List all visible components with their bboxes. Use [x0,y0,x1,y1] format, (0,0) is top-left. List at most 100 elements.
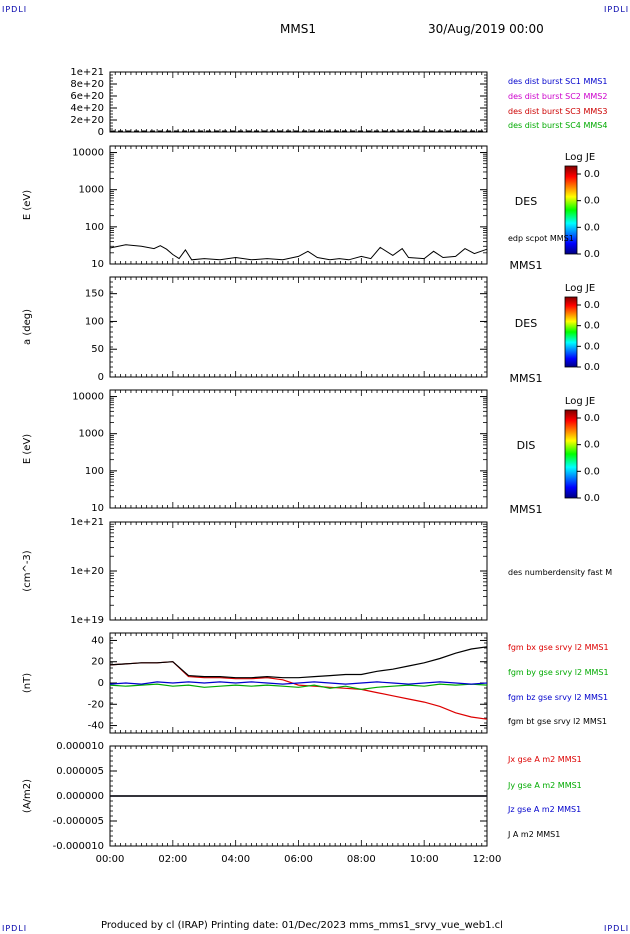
y-tick-label: 100 [85,466,104,477]
y-tick-label: 8e+20 [70,79,104,90]
legend-entry: fgm by gse srvy l2 MMS1 [508,668,609,677]
corner-label-top-right: IPDLI [604,5,630,14]
y-tick-label: 0.000010 [56,741,104,752]
panel-2 [109,145,581,265]
colorbar-tick-label: 0.0 [584,493,600,504]
legend-entry: Jy gse A m2 MMS1 [507,781,582,790]
y-tick-label: 0.000005 [56,766,104,777]
instrument-label: DIS [517,439,536,452]
spacecraft-label: MMS1 [510,372,543,385]
instrument-label: DES [515,195,537,208]
y-tick-label: -0.000005 [53,816,104,827]
colorbar-tick-label: 0.0 [584,169,600,180]
x-tick-label: 00:00 [96,854,125,865]
legend-entry: J A m2 MMS1 [507,830,560,839]
footer-text: Produced by cl (IRAP) Printing date: 01/… [101,920,503,931]
y-tick-label: 1000 [79,185,104,196]
y-tick-label: 100 [85,316,104,327]
y-axis-label: a (deg) [22,309,33,345]
legend-entry: fgm bz gse srvy l2 MMS1 [508,693,608,702]
instrument-label: DES [515,317,537,330]
legend-entry: des dist burst SC2 MMS2 [508,92,607,101]
panel-1-frame [109,71,488,133]
colorbar-tick-label: 0.0 [584,249,600,260]
y-tick-label: 0 [98,678,104,689]
x-tick-label: 04:00 [221,854,250,865]
colorbar-tick-label: 0.0 [584,196,600,207]
y-axis-label: (A/m2) [22,779,33,813]
y-tick-label: 4e+20 [70,103,104,114]
x-tick-label: 06:00 [284,854,313,865]
y-tick-label: 0 [98,127,104,138]
colorbar-tick-label: 0.0 [584,341,600,352]
y-tick-label: 1e+21 [70,67,104,78]
series-line [109,646,488,679]
y-tick-label: 150 [85,289,104,300]
colorbar [564,409,578,499]
legend-entry: fgm bx gse srvy l2 MMS1 [508,643,609,652]
y-tick-label: 10000 [72,392,104,403]
y-tick-label: -40 [88,721,104,732]
y-tick-label: 50 [91,344,104,355]
colorbar-tick-label: 0.0 [584,321,600,332]
spacecraft-label: MMS1 [510,503,543,516]
colorbar-title: Log JE [565,152,595,163]
panel-5-frame [109,521,488,621]
panel-2-frame [109,145,488,265]
x-tick-label: 10:00 [410,854,439,865]
colorbar-tick-label: 0.0 [584,440,600,451]
colorbar-title: Log JE [565,283,595,294]
colorbar-title: Log JE [565,396,595,407]
corner-label-bottom-right: IPDLI [604,924,630,933]
y-tick-label: 10 [91,259,104,270]
y-tick-label: -20 [88,699,104,710]
colorbar-tick-label: 0.0 [584,466,600,477]
y-tick-label: 1000 [79,429,104,440]
colorbar-tick-label: 0.0 [584,362,600,373]
legend-entry: Jz gse A m2 MMS1 [507,805,581,814]
y-tick-label: 20 [91,657,104,668]
spacecraft-label: MMS1 [510,259,543,272]
legend-entry: des dist burst SC1 MMS1 [508,77,607,86]
legend-entry: des dist burst SC4 MMS4 [508,121,607,130]
legend-entry: des numberdensity fast M [508,568,612,577]
x-tick-label: 02:00 [158,854,187,865]
panel-3-frame [109,276,488,378]
mission-title: MMS1 [280,22,316,36]
y-axis-label: E (eV) [22,190,33,220]
y-tick-label: 6e+20 [70,91,104,102]
colorbar-tick-label: 0.0 [584,413,600,424]
panel-4 [109,389,581,509]
panel-1 [109,71,488,133]
y-tick-label: 100 [85,222,104,233]
y-tick-label: 2e+20 [70,115,104,126]
panel-4-frame [109,389,488,509]
y-tick-label: 0.000000 [56,791,104,802]
colorbar-tick-label: 0.0 [584,300,600,311]
corner-label-bottom-left: IPDLI [2,924,28,933]
y-axis-label: (nT) [22,673,33,693]
panel-7 [109,745,488,847]
datetime-title: 30/Aug/2019 00:00 [428,22,544,36]
panel-3 [109,276,581,378]
x-tick-label: 08:00 [347,854,376,865]
y-tick-label: 1e+19 [70,615,104,626]
panel-5 [109,521,488,621]
legend-entry: fgm bt gse srvy l2 MMS1 [508,717,607,726]
corner-label-top-left: IPDLI [2,5,28,14]
colorbar [564,165,578,255]
series-line [109,661,488,720]
colorbar-tick-label: 0.0 [584,222,600,233]
y-axis-label: E (eV) [22,434,33,464]
y-tick-label: 0 [98,372,104,383]
y-tick-label: 1e+21 [70,517,104,528]
series-line [109,681,488,685]
y-tick-label: 10 [91,503,104,514]
series-line [109,683,488,691]
scpot-line [109,244,488,261]
y-tick-label: 1e+20 [70,566,104,577]
y-tick-label: -0.000010 [53,841,104,852]
y-axis-label: (cm^-3) [22,550,33,591]
overlay-legend-label: edp scpot MMS1 [508,234,574,243]
